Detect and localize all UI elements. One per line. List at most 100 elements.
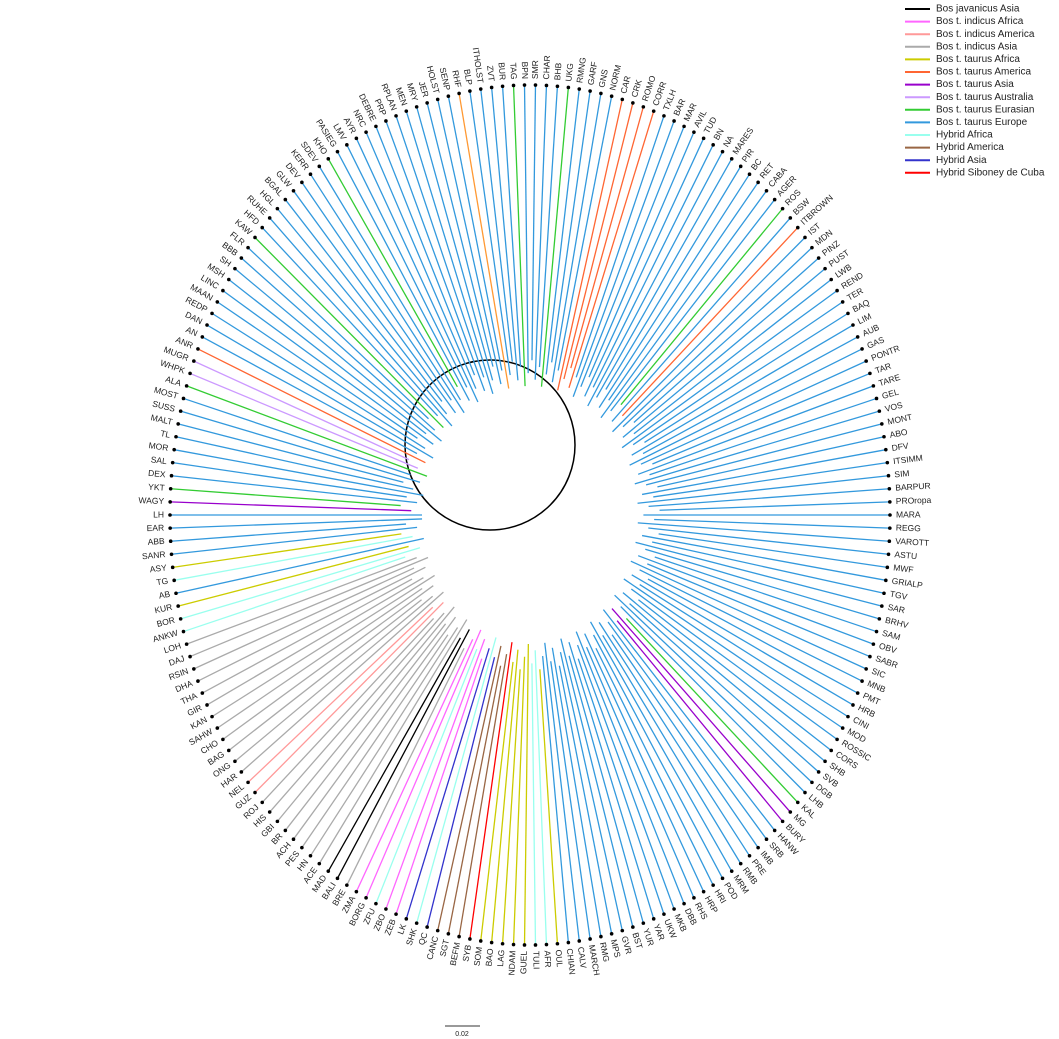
leaf-label: ABB bbox=[147, 536, 165, 547]
leaf-tip bbox=[672, 907, 676, 911]
branch bbox=[172, 533, 402, 568]
branch bbox=[592, 144, 714, 388]
leaf-tip bbox=[446, 94, 451, 99]
leaf-tip bbox=[851, 323, 855, 327]
branch bbox=[540, 87, 570, 387]
legend-label: Bos t. indicus America bbox=[936, 29, 1035, 40]
leaf-label: MALT bbox=[150, 412, 174, 426]
leaf-tip bbox=[184, 642, 189, 646]
leaf-tip bbox=[221, 288, 225, 293]
branch bbox=[575, 631, 685, 904]
branch bbox=[558, 665, 613, 934]
branch bbox=[395, 115, 485, 378]
leaf-tip bbox=[283, 828, 288, 833]
leaf-label: SGT bbox=[437, 938, 451, 957]
leaf-tip bbox=[864, 359, 868, 363]
leaf-label: GARF bbox=[585, 61, 599, 86]
leaf-tip bbox=[711, 883, 715, 887]
branch bbox=[416, 106, 494, 381]
leaf-tip bbox=[200, 691, 205, 695]
branch bbox=[589, 621, 733, 872]
leaf-tip bbox=[335, 876, 340, 881]
leaf-tip bbox=[795, 225, 800, 230]
leaf-label: BST bbox=[631, 931, 645, 950]
leaf-tip bbox=[267, 810, 272, 814]
leaf-label: SIM bbox=[894, 468, 910, 479]
leaf-label: SAL bbox=[150, 454, 167, 466]
branch bbox=[614, 594, 813, 783]
branch bbox=[301, 181, 452, 401]
leaf-label: SYB bbox=[460, 944, 473, 963]
branch bbox=[269, 217, 453, 427]
branch bbox=[355, 639, 474, 892]
leaf-tip bbox=[772, 828, 777, 833]
legend-label: Bos t. taurus Africa bbox=[936, 54, 1020, 65]
branch bbox=[458, 654, 508, 937]
branch bbox=[654, 518, 890, 529]
leaf-tip bbox=[176, 604, 180, 608]
leaf-tip bbox=[868, 654, 872, 659]
branch bbox=[202, 578, 413, 694]
legend-label: Hybrid Africa bbox=[936, 130, 993, 141]
leaf-tip bbox=[188, 654, 192, 659]
leaf-tip bbox=[267, 216, 272, 220]
leaf-tip bbox=[885, 565, 890, 570]
leaf-tip bbox=[588, 937, 592, 941]
branch bbox=[605, 166, 742, 390]
branch bbox=[637, 555, 874, 645]
leaf-tip bbox=[176, 422, 180, 426]
leaf-label: ABO bbox=[889, 427, 909, 440]
leaf-tip bbox=[291, 837, 296, 841]
branch bbox=[180, 547, 421, 620]
leaf-tip bbox=[522, 943, 527, 947]
branch bbox=[620, 208, 784, 406]
leaf-tip bbox=[425, 925, 429, 929]
leaf-tip bbox=[682, 124, 686, 129]
leaf-tip bbox=[788, 216, 793, 220]
leaf-label: AFR bbox=[542, 950, 553, 967]
branch bbox=[437, 99, 502, 385]
branch bbox=[171, 475, 418, 504]
leaf-tip bbox=[577, 87, 582, 91]
leaf-tip bbox=[300, 180, 304, 185]
branch bbox=[437, 645, 502, 931]
branch bbox=[592, 634, 724, 879]
leaf-tip bbox=[874, 396, 879, 401]
branch bbox=[544, 642, 580, 942]
leaf-tip bbox=[651, 109, 656, 113]
leaf-tip bbox=[210, 714, 214, 719]
branch bbox=[653, 462, 888, 498]
branch bbox=[385, 638, 486, 910]
leaf-label: RMNG bbox=[574, 57, 587, 84]
leaf-tip bbox=[345, 143, 349, 147]
legend-label: Hybrid Siboney de Cuba bbox=[936, 167, 1045, 178]
leaf-tip bbox=[384, 119, 388, 123]
leaf-label: AB bbox=[158, 589, 171, 601]
leaf-tip bbox=[233, 759, 237, 764]
leaf-label: OBV bbox=[878, 640, 898, 655]
leaf-tip bbox=[326, 869, 331, 873]
legend-label: Bos javanicus Asia bbox=[936, 4, 1020, 15]
leaf-tip bbox=[168, 539, 173, 544]
branch bbox=[301, 634, 449, 849]
branch bbox=[447, 96, 503, 371]
branch bbox=[480, 88, 513, 362]
branch bbox=[172, 462, 407, 498]
leaf-label: BAO bbox=[483, 948, 495, 967]
leaf-tip bbox=[672, 119, 676, 123]
leaf-tip bbox=[887, 486, 892, 491]
branch bbox=[193, 567, 415, 670]
leaf-tip bbox=[326, 157, 331, 161]
leaf-label: TAG bbox=[508, 62, 519, 79]
leaf-tip bbox=[829, 277, 834, 282]
leaf-tip bbox=[215, 300, 220, 304]
leaf-label: ZVT bbox=[485, 65, 497, 82]
leaf-tip bbox=[394, 912, 398, 916]
leaf-tip bbox=[500, 941, 505, 946]
branch bbox=[635, 541, 882, 607]
branch bbox=[469, 90, 511, 376]
branch bbox=[318, 166, 462, 401]
leaf-label: LAG bbox=[495, 949, 506, 967]
leaf-tip bbox=[662, 114, 666, 118]
leaf-tip bbox=[738, 164, 743, 169]
